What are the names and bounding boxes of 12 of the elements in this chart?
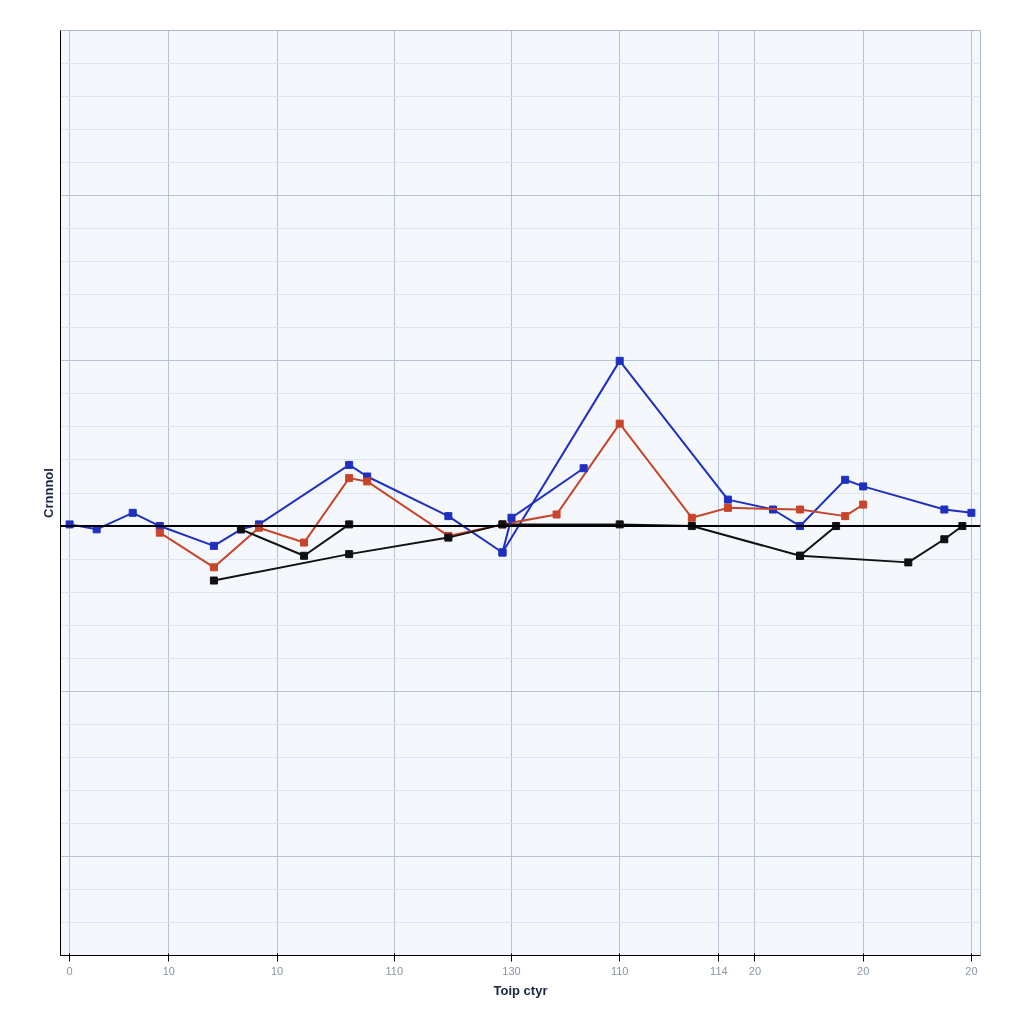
x-tick-label: 0 [66,964,73,977]
x-axis-title: Toip ctyr [493,982,548,998]
y-axis-title: Crnnnol [40,468,56,518]
x-tick-label: 10 [162,964,175,977]
x-tick-label: 20 [748,964,762,977]
x-tick-label: 20 [965,964,978,977]
x-tick-label: 110 [610,964,629,977]
x-tick-label: 110 [385,964,404,977]
x-tick-label: 10 [270,964,284,977]
x-tick-label: 114 [710,964,728,977]
x-tick-label: 20 [857,964,870,977]
x-tick-label: 130 [502,964,521,977]
